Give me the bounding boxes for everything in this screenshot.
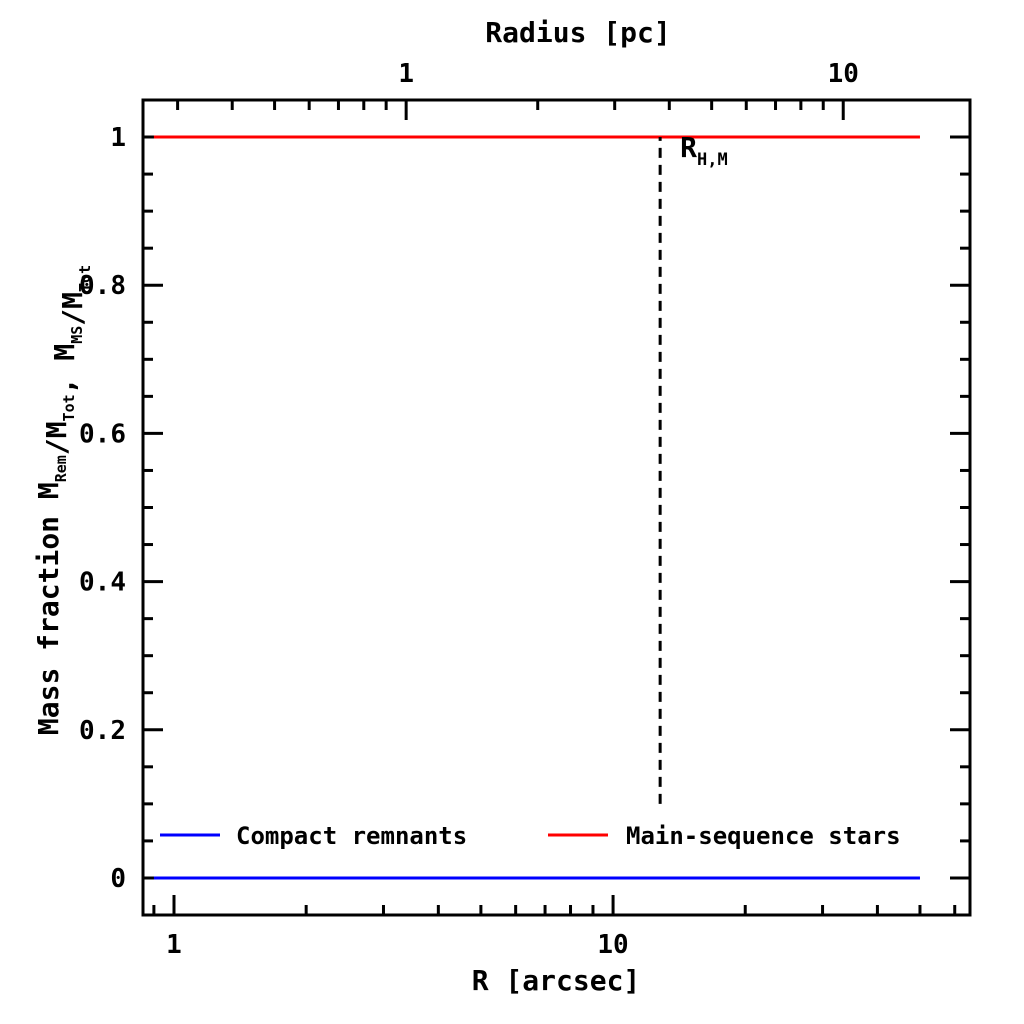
- y-axis-title: Mass fraction MRem/MTot, MMS/MTot: [32, 265, 94, 735]
- reference-line-label: RH,M: [680, 131, 728, 170]
- y-tick-label: 0.6: [79, 419, 126, 449]
- legend-label: Main-sequence stars: [626, 822, 901, 850]
- y-tick-label: 0.8: [79, 271, 126, 301]
- top-tick-label: 1: [398, 59, 414, 89]
- x-tick-label: 10: [597, 930, 628, 960]
- y-tick-label: 0.2: [79, 716, 126, 746]
- legend-label: Compact remnants: [236, 822, 467, 850]
- y-tick-label: 1: [110, 123, 126, 153]
- y-tick-label: 0.4: [79, 568, 126, 598]
- top-axis-title: Radius [pc]: [485, 16, 670, 49]
- x-axis-title: R [arcsec]: [472, 964, 641, 997]
- minor-tick-marks: [143, 98, 970, 917]
- x-tick-label: 1: [166, 930, 182, 960]
- major-tick-marks: [143, 100, 970, 915]
- y-tick-label: 0: [110, 864, 126, 894]
- series-layer: [153, 135, 920, 880]
- plot-frame: [141, 98, 972, 917]
- top-tick-label: 10: [828, 59, 859, 89]
